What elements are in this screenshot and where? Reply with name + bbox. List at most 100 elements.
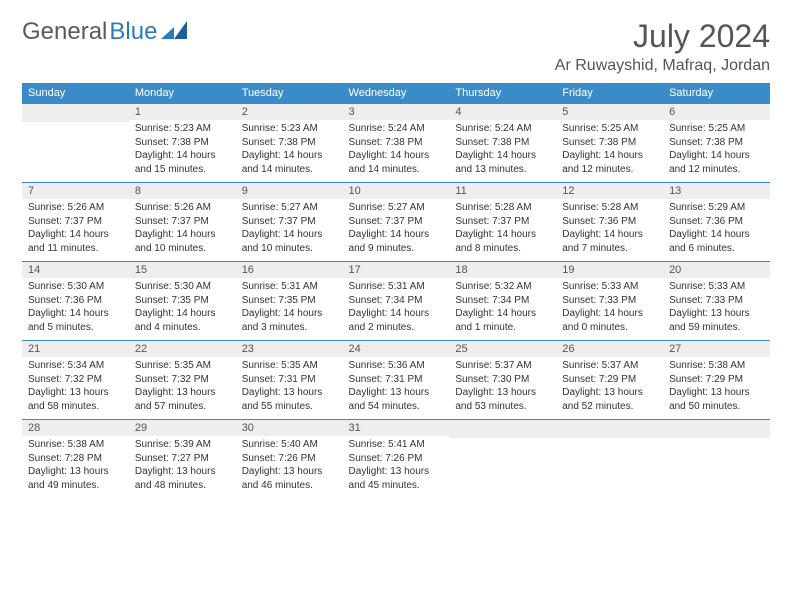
day-number: 22	[129, 341, 236, 357]
calendar-week-row: 7Sunrise: 5:26 AMSunset: 7:37 PMDaylight…	[22, 183, 770, 262]
sunrise-text: Sunrise: 5:38 AM	[669, 359, 764, 373]
daylight-text: Daylight: 14 hours and 8 minutes.	[455, 228, 550, 255]
daylight-text: Daylight: 13 hours and 57 minutes.	[135, 386, 230, 413]
calendar-cell: 4Sunrise: 5:24 AMSunset: 7:38 PMDaylight…	[449, 104, 556, 183]
calendar-week-row: 28Sunrise: 5:38 AMSunset: 7:28 PMDayligh…	[22, 420, 770, 499]
calendar-cell: 22Sunrise: 5:35 AMSunset: 7:32 PMDayligh…	[129, 341, 236, 420]
daylight-text: Daylight: 14 hours and 10 minutes.	[135, 228, 230, 255]
day-info: Sunrise: 5:40 AMSunset: 7:26 PMDaylight:…	[236, 436, 343, 498]
day-info: Sunrise: 5:24 AMSunset: 7:38 PMDaylight:…	[343, 120, 450, 182]
sunset-text: Sunset: 7:36 PM	[669, 215, 764, 229]
daylight-text: Daylight: 14 hours and 15 minutes.	[135, 149, 230, 176]
sunset-text: Sunset: 7:37 PM	[455, 215, 550, 229]
sunset-text: Sunset: 7:38 PM	[135, 136, 230, 150]
sunrise-text: Sunrise: 5:31 AM	[242, 280, 337, 294]
sunset-text: Sunset: 7:38 PM	[242, 136, 337, 150]
sunset-text: Sunset: 7:27 PM	[135, 452, 230, 466]
weekday-header: Wednesday	[343, 83, 450, 104]
sunrise-text: Sunrise: 5:33 AM	[562, 280, 657, 294]
calendar-cell: 25Sunrise: 5:37 AMSunset: 7:30 PMDayligh…	[449, 341, 556, 420]
day-info: Sunrise: 5:30 AMSunset: 7:35 PMDaylight:…	[129, 278, 236, 340]
day-number: 29	[129, 420, 236, 436]
day-number: 31	[343, 420, 450, 436]
daylight-text: Daylight: 14 hours and 2 minutes.	[349, 307, 444, 334]
day-number	[663, 420, 770, 438]
day-info: Sunrise: 5:25 AMSunset: 7:38 PMDaylight:…	[556, 120, 663, 182]
weekday-header: Monday	[129, 83, 236, 104]
sunrise-text: Sunrise: 5:35 AM	[135, 359, 230, 373]
day-info: Sunrise: 5:31 AMSunset: 7:35 PMDaylight:…	[236, 278, 343, 340]
sunrise-text: Sunrise: 5:25 AM	[562, 122, 657, 136]
day-info: Sunrise: 5:34 AMSunset: 7:32 PMDaylight:…	[22, 357, 129, 419]
day-info: Sunrise: 5:23 AMSunset: 7:38 PMDaylight:…	[129, 120, 236, 182]
day-number: 12	[556, 183, 663, 199]
day-number: 17	[343, 262, 450, 278]
sunset-text: Sunset: 7:36 PM	[562, 215, 657, 229]
daylight-text: Daylight: 13 hours and 50 minutes.	[669, 386, 764, 413]
calendar-cell: 24Sunrise: 5:36 AMSunset: 7:31 PMDayligh…	[343, 341, 450, 420]
day-info: Sunrise: 5:33 AMSunset: 7:33 PMDaylight:…	[663, 278, 770, 340]
sunset-text: Sunset: 7:35 PM	[135, 294, 230, 308]
sunrise-text: Sunrise: 5:26 AM	[28, 201, 123, 215]
sunset-text: Sunset: 7:31 PM	[349, 373, 444, 387]
day-number: 5	[556, 104, 663, 120]
daylight-text: Daylight: 13 hours and 48 minutes.	[135, 465, 230, 492]
day-info: Sunrise: 5:39 AMSunset: 7:27 PMDaylight:…	[129, 436, 236, 498]
daylight-text: Daylight: 14 hours and 3 minutes.	[242, 307, 337, 334]
sunset-text: Sunset: 7:38 PM	[562, 136, 657, 150]
sunset-text: Sunset: 7:38 PM	[455, 136, 550, 150]
title-block: July 2024 Ar Ruwayshid, Mafraq, Jordan	[555, 18, 770, 75]
day-number: 7	[22, 183, 129, 199]
day-info	[22, 122, 129, 180]
day-number: 1	[129, 104, 236, 120]
sunrise-text: Sunrise: 5:25 AM	[669, 122, 764, 136]
calendar-cell: 26Sunrise: 5:37 AMSunset: 7:29 PMDayligh…	[556, 341, 663, 420]
weekday-header: Friday	[556, 83, 663, 104]
daylight-text: Daylight: 14 hours and 1 minute.	[455, 307, 550, 334]
weekday-header: Sunday	[22, 83, 129, 104]
day-info: Sunrise: 5:41 AMSunset: 7:26 PMDaylight:…	[343, 436, 450, 498]
logo-mark-icon	[161, 18, 187, 46]
daylight-text: Daylight: 13 hours and 58 minutes.	[28, 386, 123, 413]
day-number: 2	[236, 104, 343, 120]
calendar-cell: 15Sunrise: 5:30 AMSunset: 7:35 PMDayligh…	[129, 262, 236, 341]
calendar-cell: 19Sunrise: 5:33 AMSunset: 7:33 PMDayligh…	[556, 262, 663, 341]
calendar-cell: 5Sunrise: 5:25 AMSunset: 7:38 PMDaylight…	[556, 104, 663, 183]
day-number: 26	[556, 341, 663, 357]
day-info: Sunrise: 5:32 AMSunset: 7:34 PMDaylight:…	[449, 278, 556, 340]
sunrise-text: Sunrise: 5:37 AM	[562, 359, 657, 373]
sunrise-text: Sunrise: 5:32 AM	[455, 280, 550, 294]
daylight-text: Daylight: 14 hours and 11 minutes.	[28, 228, 123, 255]
sunset-text: Sunset: 7:29 PM	[562, 373, 657, 387]
calendar-cell	[556, 420, 663, 499]
day-number: 27	[663, 341, 770, 357]
sunrise-text: Sunrise: 5:23 AM	[242, 122, 337, 136]
day-number: 21	[22, 341, 129, 357]
day-number: 28	[22, 420, 129, 436]
sunset-text: Sunset: 7:34 PM	[455, 294, 550, 308]
sunset-text: Sunset: 7:37 PM	[242, 215, 337, 229]
sunrise-text: Sunrise: 5:28 AM	[455, 201, 550, 215]
daylight-text: Daylight: 14 hours and 5 minutes.	[28, 307, 123, 334]
day-number: 11	[449, 183, 556, 199]
day-info: Sunrise: 5:26 AMSunset: 7:37 PMDaylight:…	[22, 199, 129, 261]
day-number	[449, 420, 556, 438]
day-number	[556, 420, 663, 438]
sunrise-text: Sunrise: 5:24 AM	[349, 122, 444, 136]
calendar-week-row: 14Sunrise: 5:30 AMSunset: 7:36 PMDayligh…	[22, 262, 770, 341]
calendar-cell: 28Sunrise: 5:38 AMSunset: 7:28 PMDayligh…	[22, 420, 129, 499]
calendar-cell: 30Sunrise: 5:40 AMSunset: 7:26 PMDayligh…	[236, 420, 343, 499]
day-number: 3	[343, 104, 450, 120]
calendar-cell	[663, 420, 770, 499]
day-number: 20	[663, 262, 770, 278]
calendar-cell: 11 Sunrise: 5:28 AMSunset: 7:37 PMDayligh…	[449, 183, 556, 262]
day-number: 9	[236, 183, 343, 199]
daylight-text: Daylight: 14 hours and 12 minutes.	[669, 149, 764, 176]
day-number: 14	[22, 262, 129, 278]
sunrise-text: Sunrise: 5:29 AM	[669, 201, 764, 215]
daylight-text: Daylight: 13 hours and 54 minutes.	[349, 386, 444, 413]
sunset-text: Sunset: 7:37 PM	[135, 215, 230, 229]
calendar-cell: 18Sunrise: 5:32 AMSunset: 7:34 PMDayligh…	[449, 262, 556, 341]
sunrise-text: Sunrise: 5:39 AM	[135, 438, 230, 452]
day-info: Sunrise: 5:38 AMSunset: 7:29 PMDaylight:…	[663, 357, 770, 419]
